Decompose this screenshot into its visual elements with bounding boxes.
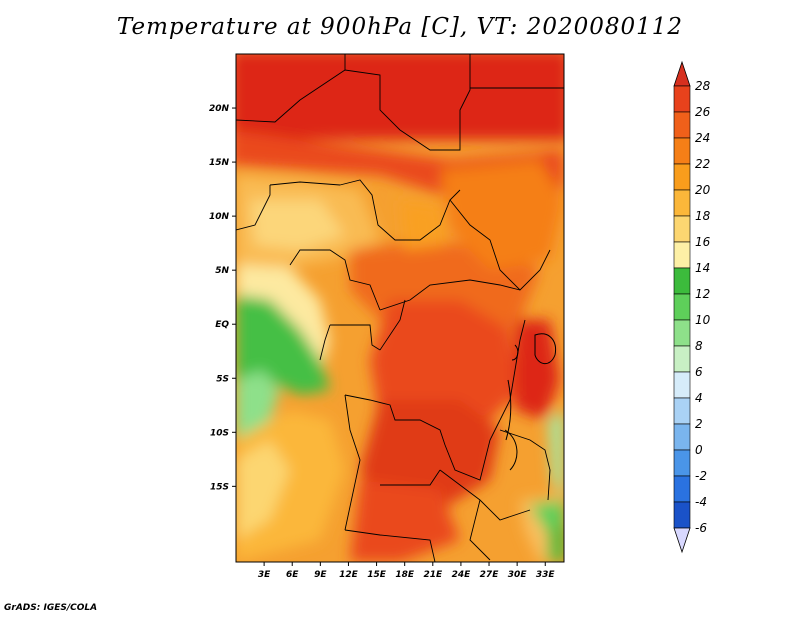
colorbar-label: 2 bbox=[695, 417, 703, 431]
colorbar-swatch bbox=[673, 111, 691, 139]
colorbar-label: 0 bbox=[695, 443, 703, 457]
lon-tick-label: 27E bbox=[480, 570, 500, 580]
lat-tick-label: 20N bbox=[209, 104, 230, 114]
lon-tick-label: 24E bbox=[452, 570, 472, 580]
lon-tick-label: 3E bbox=[258, 570, 271, 580]
lon-tick-label: 6E bbox=[286, 570, 299, 580]
colorbar-label: 22 bbox=[695, 157, 710, 171]
colorbar-label: 18 bbox=[695, 209, 711, 223]
colorbar-swatch bbox=[673, 189, 691, 217]
lat-tick-label: 15S bbox=[210, 482, 229, 492]
colorbar-swatch bbox=[673, 449, 691, 477]
colorbar-swatch bbox=[673, 423, 691, 451]
colorbar-swatch bbox=[673, 501, 691, 529]
colorbar-label: 24 bbox=[695, 131, 710, 145]
country-borders bbox=[236, 54, 564, 562]
lat-tick-label: 10N bbox=[209, 212, 230, 222]
lon-tick-label: 12E bbox=[339, 570, 359, 580]
colorbar-swatch bbox=[673, 345, 691, 373]
colorbar-label: -6 bbox=[695, 521, 707, 535]
map-frame bbox=[235, 53, 565, 563]
colorbar-swatch bbox=[673, 267, 691, 295]
colorbar-label: 20 bbox=[695, 183, 711, 197]
colorbar-label: 16 bbox=[695, 235, 711, 249]
lat-tick-label: 10S bbox=[210, 428, 229, 438]
lat-tick-label: 5N bbox=[215, 266, 229, 276]
longitude-ticks: 3E 6E 9E 12E 15E 18E 21E 24E 27E 30E 33E bbox=[258, 562, 556, 580]
lon-tick-label: 21E bbox=[423, 570, 443, 580]
colorbar-swatch bbox=[673, 215, 691, 243]
colorbar-label: 28 bbox=[695, 79, 711, 93]
colorbar-swatch bbox=[673, 371, 691, 399]
colorbar-label: 6 bbox=[695, 365, 703, 379]
grads-credit: GrADS: IGES/COLA bbox=[4, 603, 98, 613]
lon-tick-label: 18E bbox=[395, 570, 415, 580]
colorbar-label: 14 bbox=[695, 261, 710, 275]
colorbar-swatch bbox=[673, 241, 691, 269]
latitude-ticks: 20N 15N 10N 5N EQ 5S 10S 15S bbox=[209, 104, 236, 492]
colorbar-swatch bbox=[673, 293, 691, 321]
lon-tick-label: 33E bbox=[536, 570, 556, 580]
lon-tick-label: 30E bbox=[508, 570, 528, 580]
lat-tick-label: 5S bbox=[216, 374, 229, 384]
lakes bbox=[504, 333, 557, 471]
colorbar-label: 4 bbox=[695, 391, 703, 405]
colorbar-top-arrow bbox=[673, 60, 691, 87]
map-title: Temperature at 900hPa [C], VT: 202008011… bbox=[116, 14, 684, 40]
lat-tick-label: EQ bbox=[215, 320, 229, 330]
colorbar-label: -2 bbox=[695, 469, 707, 483]
lon-tick-label: 9E bbox=[314, 570, 327, 580]
colorbar-label: 12 bbox=[695, 287, 710, 301]
colorbar-label: 8 bbox=[695, 339, 703, 353]
colorbar-swatch bbox=[673, 163, 691, 191]
colorbar-swatch bbox=[673, 397, 691, 425]
colorbar-swatch bbox=[673, 475, 691, 503]
colorbar-label: -4 bbox=[695, 495, 707, 509]
lat-tick-label: 15N bbox=[209, 158, 230, 168]
lon-tick-label: 15E bbox=[367, 570, 387, 580]
colorbar-label: 10 bbox=[695, 313, 711, 327]
colorbar-bottom-arrow bbox=[673, 527, 691, 554]
colorbar-swatch bbox=[673, 85, 691, 113]
colorbar-swatch bbox=[673, 137, 691, 165]
colorbar-swatch bbox=[673, 319, 691, 347]
temperature-field bbox=[236, 54, 564, 562]
colorbar-label: 26 bbox=[695, 105, 711, 119]
